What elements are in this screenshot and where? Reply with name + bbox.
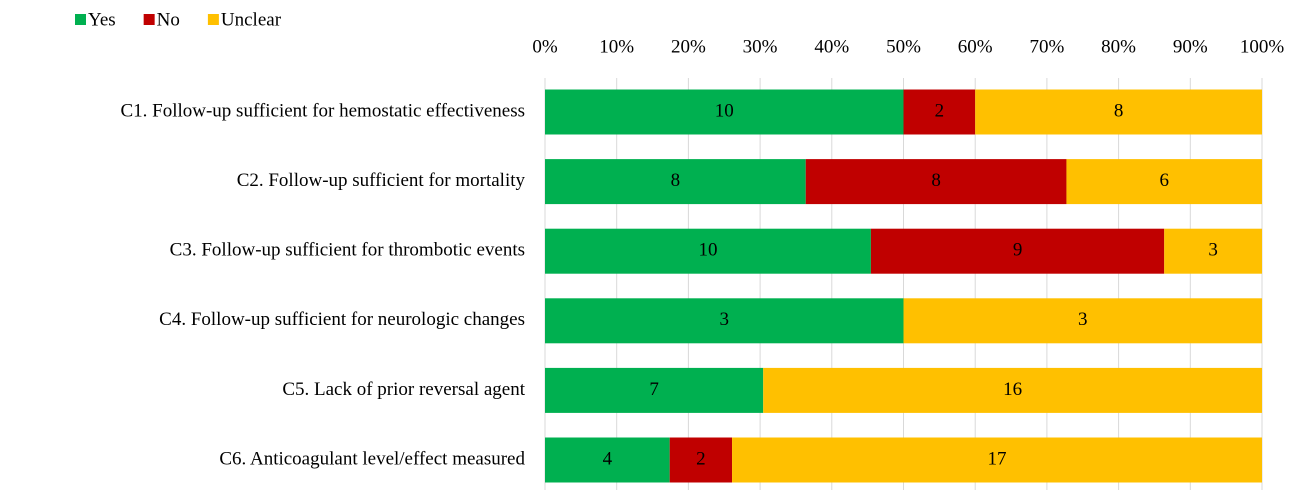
bar-segment — [763, 367, 1262, 413]
legend-swatch — [143, 14, 155, 25]
bar-segment — [545, 89, 904, 135]
bar-segment — [975, 89, 1262, 135]
bar-segment — [545, 228, 871, 274]
bar-segment — [545, 298, 904, 344]
category-label: C4. Follow-up sufficient for neurologic … — [159, 309, 525, 330]
x-tick-label: 90% — [1173, 36, 1208, 57]
legend-swatch — [207, 14, 219, 25]
data-label: 3 — [1078, 309, 1088, 330]
x-tick-label: 20% — [671, 36, 706, 57]
category-label: C2. Follow-up sufficient for mortality — [237, 170, 526, 191]
x-tick-label: 60% — [958, 36, 993, 57]
bar-segment — [903, 89, 976, 135]
x-tick-label: 50% — [886, 36, 921, 57]
bar-segment — [903, 298, 1262, 344]
legend-label: No — [157, 9, 180, 30]
bar-segment — [732, 437, 1262, 483]
bar-segment — [545, 367, 764, 413]
data-label: 7 — [649, 379, 659, 400]
data-label: 9 — [1013, 240, 1023, 261]
x-tick-label: 80% — [1101, 36, 1136, 57]
data-label: 2 — [696, 448, 706, 469]
category-label: C3. Follow-up sufficient for thrombotic … — [170, 240, 525, 261]
legend-label: Yes — [88, 9, 116, 30]
x-tick-label: 70% — [1029, 36, 1064, 57]
category-label: C6. Anticoagulant level/effect measured — [219, 448, 525, 469]
category-label: C5. Lack of prior reversal agent — [282, 379, 525, 400]
data-label: 17 — [988, 448, 1007, 469]
data-label: 4 — [603, 448, 613, 469]
data-label: 2 — [935, 100, 945, 121]
bar-segment — [669, 437, 733, 483]
bar-segment — [870, 228, 1165, 274]
bar-segment — [1164, 228, 1262, 274]
data-label: 10 — [698, 240, 717, 261]
bar-segment — [545, 437, 670, 483]
bar-segment — [805, 159, 1067, 205]
x-tick-label: 10% — [599, 36, 634, 57]
data-label: 8 — [931, 170, 941, 191]
data-label: 8 — [671, 170, 681, 191]
bar-segment — [545, 159, 806, 205]
data-label: 16 — [1003, 379, 1022, 400]
category-label: C1. Follow-up sufficient for hemostatic … — [120, 100, 525, 121]
bar-segment — [1066, 159, 1262, 205]
data-label: 8 — [1114, 100, 1124, 121]
data-label: 6 — [1159, 170, 1169, 191]
data-label: 3 — [720, 309, 730, 330]
x-tick-label: 30% — [743, 36, 778, 57]
legend-label: Unclear — [221, 9, 282, 30]
x-tick-label: 40% — [814, 36, 849, 57]
legend-swatch — [75, 14, 86, 25]
x-tick-label: 100% — [1240, 36, 1285, 57]
data-label: 10 — [715, 100, 734, 121]
data-label: 3 — [1208, 240, 1218, 261]
x-tick-label: 0% — [532, 36, 558, 57]
